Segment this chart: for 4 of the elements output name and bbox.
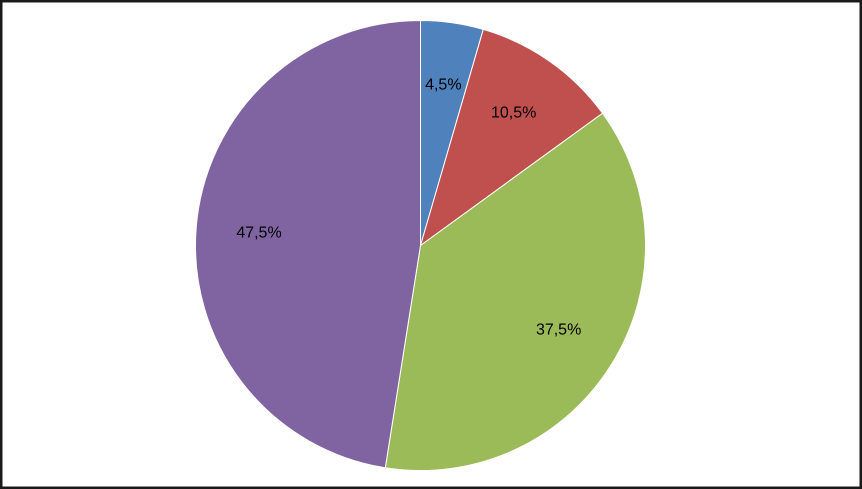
data-label: 37,5% xyxy=(536,322,582,339)
data-label: 10,5% xyxy=(490,104,536,122)
data-label: 47,5% xyxy=(236,224,282,242)
data-label: 4,5% xyxy=(425,76,462,94)
